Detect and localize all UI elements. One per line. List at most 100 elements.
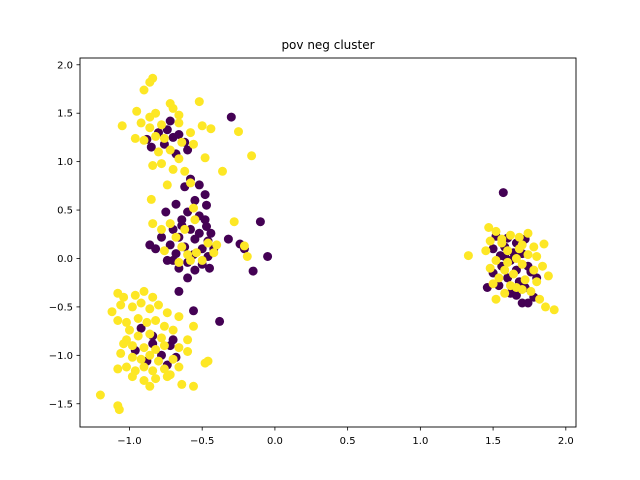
scatter-point-1-95 [113,364,123,374]
scatter-point-1-124 [485,236,495,246]
scatter-point-1-134 [511,254,521,263]
scatter-point-1-48 [212,240,222,250]
scatter-point-1-112 [183,335,193,345]
scatter-point-1-156 [514,244,524,254]
scatter-point-0-26 [157,232,166,242]
scatter-point-1-2 [139,85,149,95]
scatter-point-0-44 [183,273,193,283]
y-axis: −1.5 −1.0 −0.5 0.0 0.5 1.0 1.5 2.0 [49,60,80,410]
y-tick-label: 1.5 [57,109,73,120]
scatter-point-1-57 [190,215,200,225]
scatter-point-1-89 [116,348,126,358]
scatter-point-0-9 [174,130,184,139]
scatter-point-1-27 [174,154,184,164]
scatter-point-1-10 [117,121,127,131]
scatter-point-1-75 [151,316,161,325]
scatter-point-1-9 [194,97,204,107]
scatter-point-0-57 [215,316,225,326]
scatter-point-1-138 [517,259,527,269]
scatter-point-0-46 [194,228,204,238]
scatter-point-0-74 [488,244,498,254]
scatter-point-1-117 [165,370,175,380]
scatter-point-1-54 [229,217,239,227]
scatter-point-1-41 [165,219,175,229]
scatter-point-0-13 [194,180,204,190]
scatter-point-1-3 [132,106,142,116]
scatter-point-1-90 [127,352,137,362]
scatter-point-0-11 [183,145,193,155]
scatter-point-1-15 [186,128,195,138]
scatter-point-1-93 [154,356,163,366]
scatter-point-1-69 [162,308,172,318]
scatter-point-1-28 [157,159,166,169]
scatter-point-1-20 [139,135,149,145]
scatter-point-1-29 [148,161,158,170]
scatter-point-1-132 [532,252,542,261]
scatter-point-1-31 [168,164,178,174]
scatter-point-1-136 [485,263,495,273]
scatter-point-1-68 [154,300,163,310]
scatter-point-1-23 [177,137,187,147]
scatter-point-0-52 [255,217,265,227]
scatter-point-1-100 [159,364,169,374]
x-tick-label: 0.5 [340,436,356,447]
scatter-point-1-85 [151,345,161,354]
scatter-point-1-74 [142,317,152,327]
scatter-point-1-46 [191,248,201,258]
scatter-point-1-116 [122,335,131,345]
scatter-point-1-21 [151,131,161,141]
scatter-point-0-59 [200,215,210,225]
scatter-point-1-145 [488,279,498,289]
scatter-point-1-33 [218,166,227,176]
y-tick-label: 0.5 [57,206,73,217]
scatter-point-1-127 [529,242,539,252]
scatter-point-0-69 [168,335,178,345]
scatter-point-1-110 [200,358,210,368]
scatter-point-0-25 [202,222,211,231]
scatter-point-1-128 [539,239,549,249]
scatter-point-1-120 [491,226,501,236]
scatter-point-1-83 [127,341,137,351]
scatter-point-1-13 [157,120,166,130]
scatter-point-0-55 [174,286,184,296]
scatter-point-1-130 [503,246,513,256]
points-layer [95,73,559,415]
scatter-point-1-30 [180,166,190,176]
scatter-point-1-25 [154,147,163,157]
scatter-point-1-26 [165,145,175,155]
scatter-point-1-64 [116,300,126,310]
scatter-point-1-80 [145,329,155,339]
y-tick-label: −1.0 [49,351,73,362]
scatter-point-1-148 [500,288,510,298]
scatter-point-1-44 [177,242,187,252]
scatter-point-1-86 [159,341,169,351]
scatter-point-1-65 [127,302,137,312]
scatter-point-1-73 [133,314,143,323]
scatter-point-1-36 [186,178,195,188]
scatter-point-1-72 [122,317,131,327]
scatter-point-1-52 [197,255,207,265]
scatter-point-1-16 [197,121,207,131]
scatter-point-0-10 [165,116,175,126]
scatter-point-1-39 [148,219,158,229]
scatter-point-1-49 [209,248,219,258]
scatter-point-0-97 [511,290,521,300]
scatter-point-1-140 [543,271,553,281]
x-tick-label: 1.0 [412,436,428,447]
scatter-point-1-12 [145,123,155,133]
scatter-point-1-137 [500,265,510,275]
scatter-point-1-96 [122,362,131,372]
scatter-point-1-71 [113,316,123,325]
scatter-point-0-60 [136,323,146,333]
scatter-point-1-34 [200,153,210,163]
scatter-point-1-8 [174,110,184,120]
scatter-point-1-154 [549,305,559,315]
scatter-point-0-18 [202,200,211,210]
scatter-point-1-51 [186,255,195,265]
scatter-point-1-152 [491,294,501,304]
scatter-point-1-59 [119,292,129,302]
scatter-point-1-81 [157,333,166,343]
scatter-point-1-101 [174,362,184,372]
scatter-point-1-18 [234,127,243,137]
